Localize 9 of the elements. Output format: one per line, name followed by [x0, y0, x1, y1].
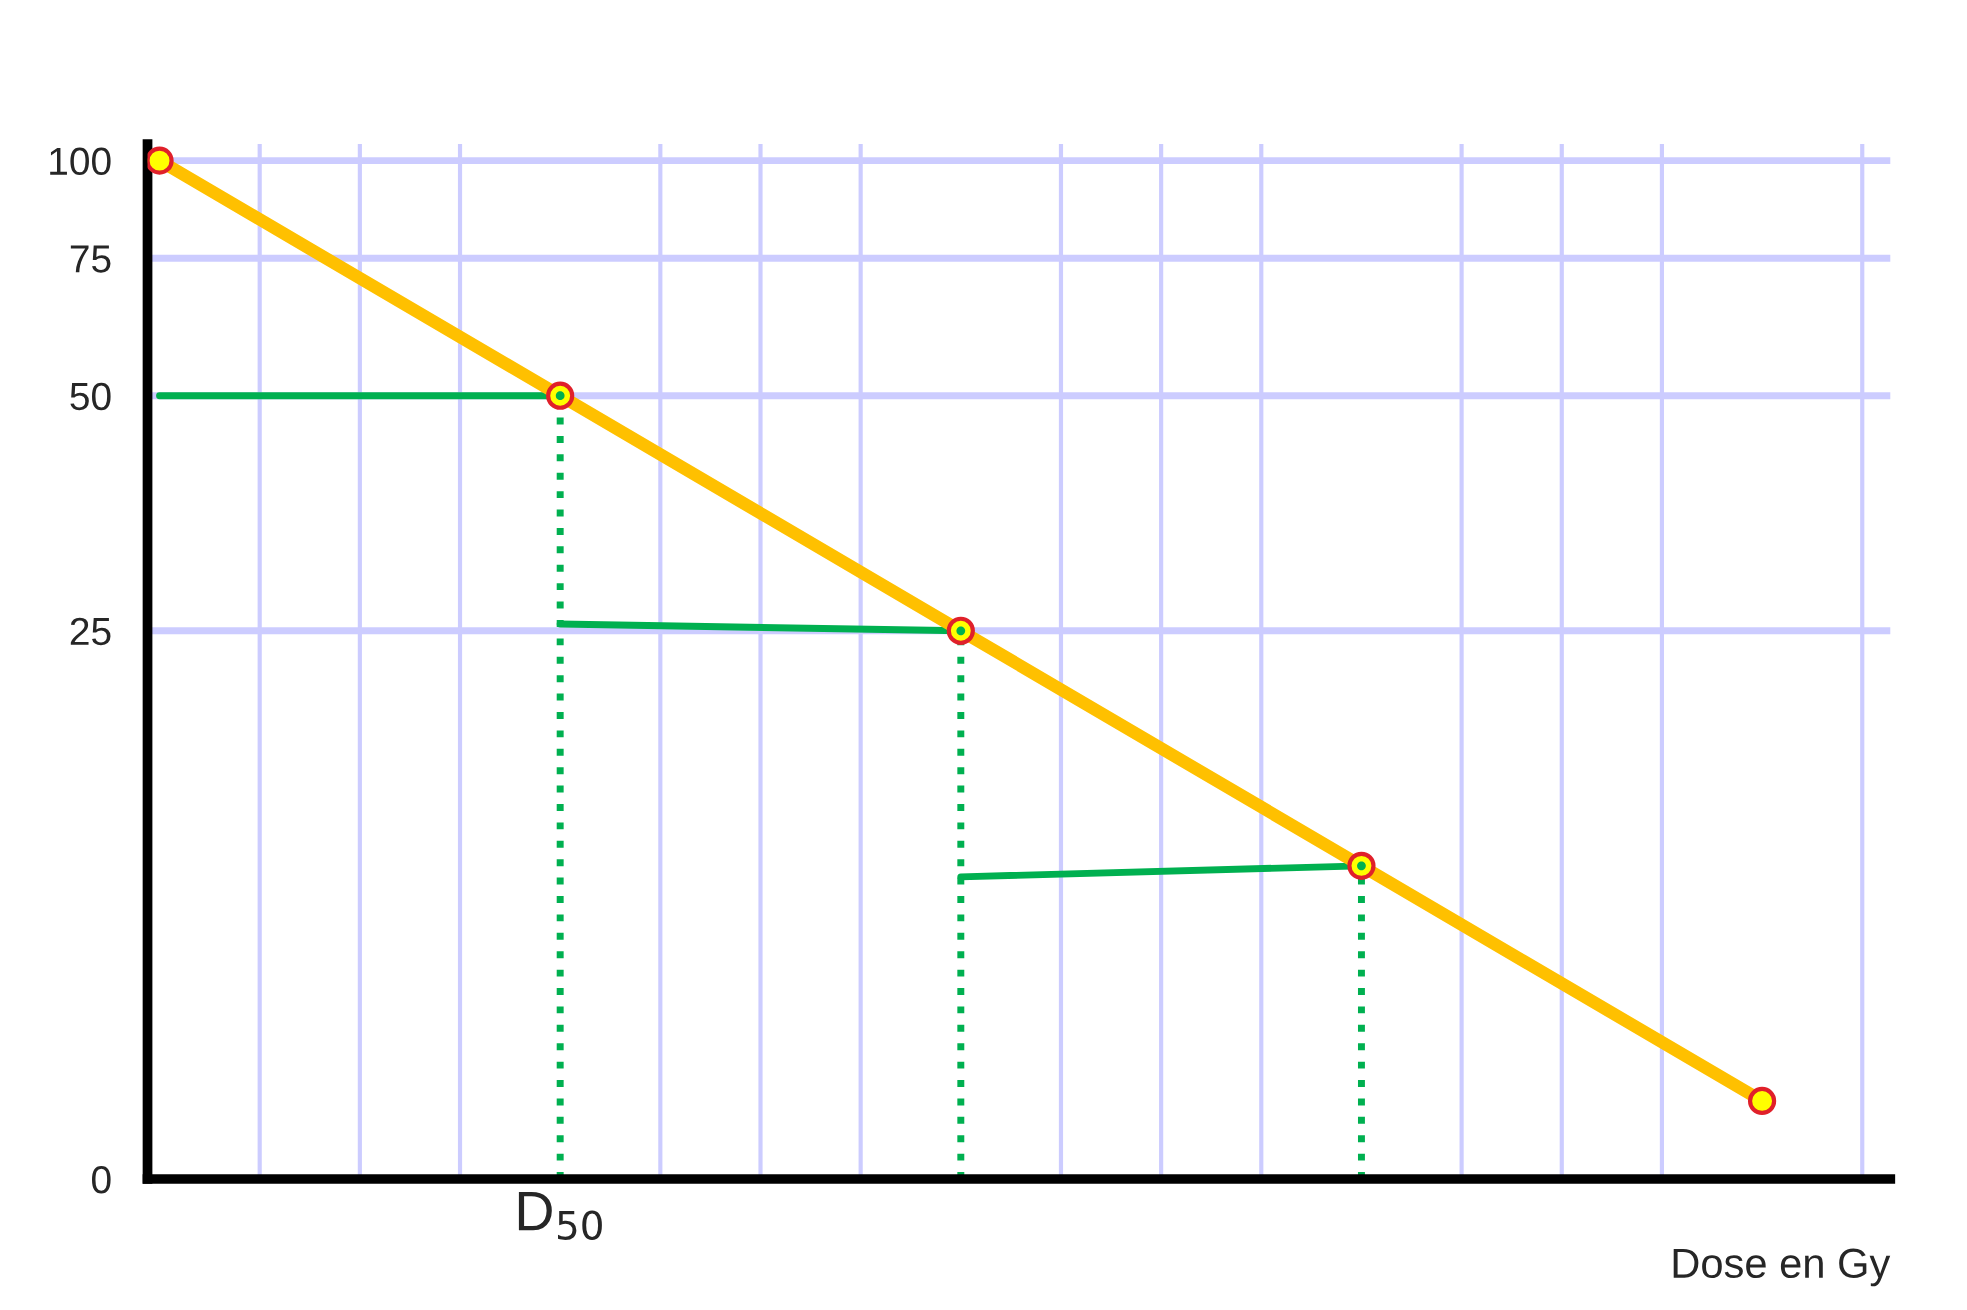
point	[1747, 1086, 1777, 1116]
x-axis-title: Dose en Gy	[1673, 1248, 1891, 1287]
y-tick-label: 0	[92, 1165, 111, 1194]
y-tick-label: 50	[70, 382, 111, 411]
point	[147, 146, 174, 175]
y-tick-label: 25	[70, 617, 111, 646]
y-tick-label: 100	[50, 147, 111, 176]
y-tick-label: 75	[70, 245, 111, 273]
x-tick-label: D$_{50}$	[518, 1192, 602, 1240]
